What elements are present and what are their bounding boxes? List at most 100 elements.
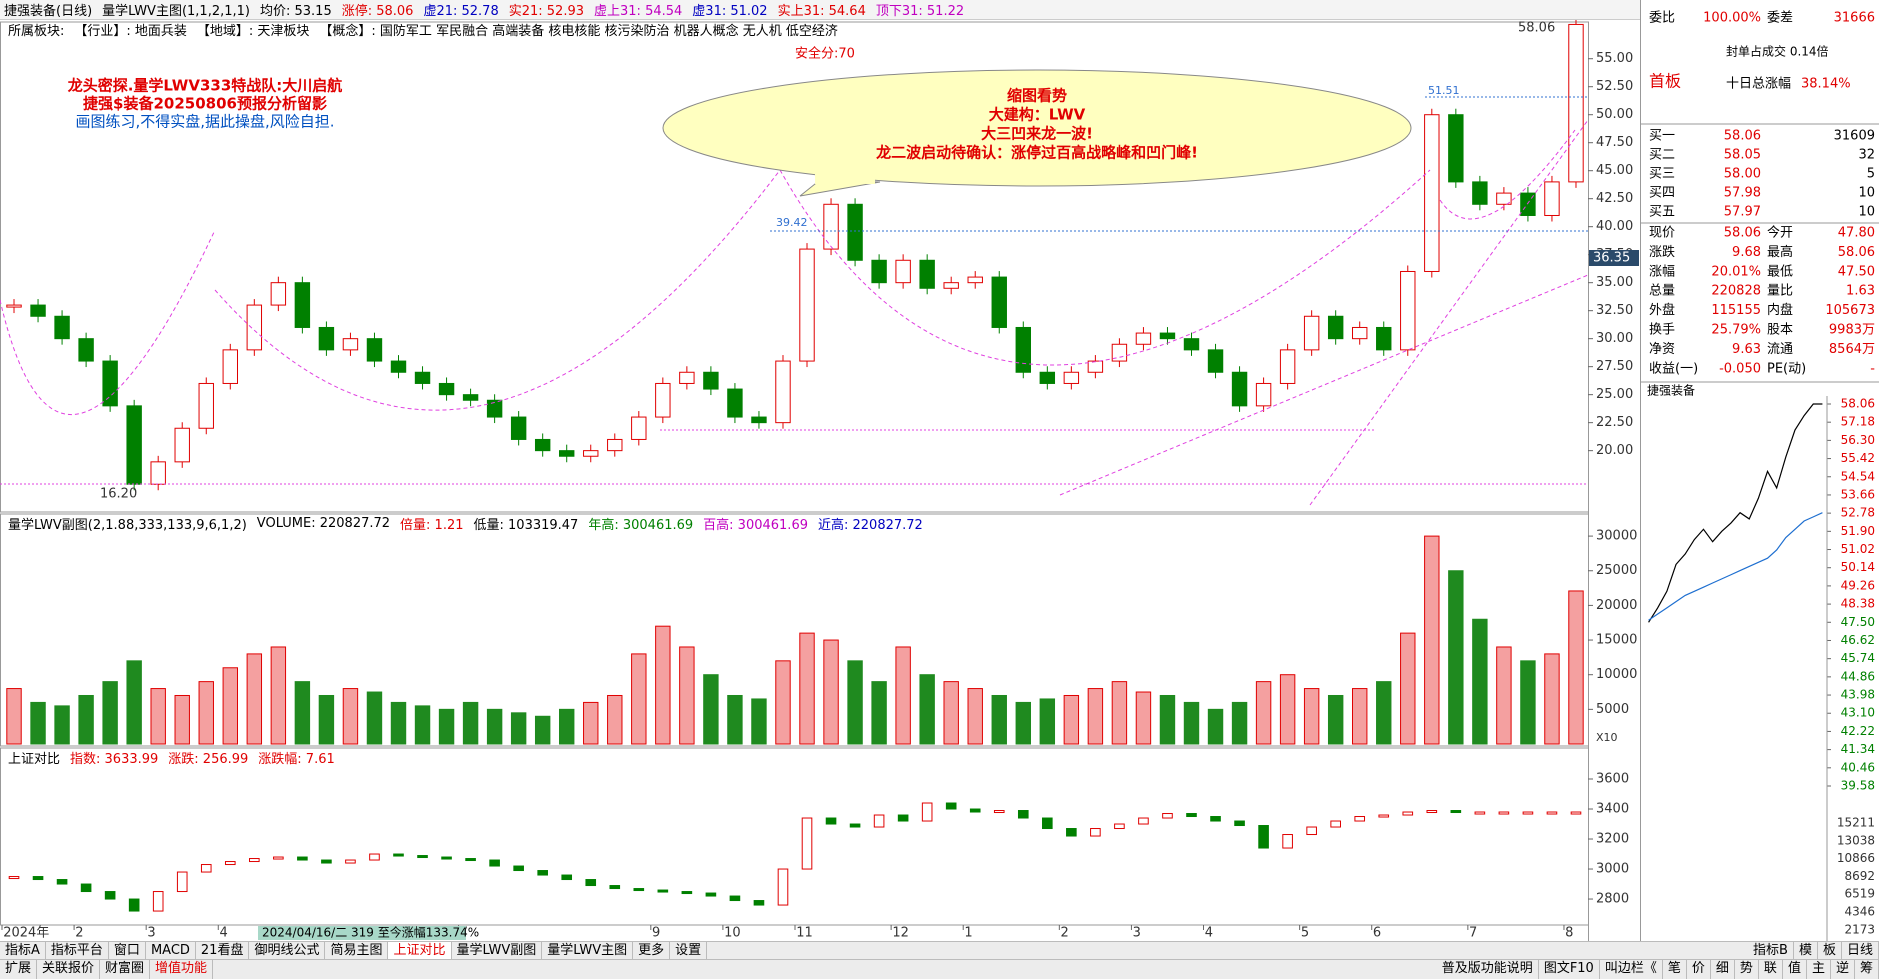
index-candle xyxy=(369,853,380,861)
index-candle xyxy=(705,892,717,897)
volume-bar xyxy=(1448,570,1464,745)
candle xyxy=(6,304,22,308)
price-label: 39.42 xyxy=(776,216,808,229)
volume-bar xyxy=(174,694,190,745)
tab[interactable]: 上证对比 xyxy=(388,942,452,959)
quote-text: 最低 xyxy=(1767,264,1793,279)
volume-bar xyxy=(871,681,887,745)
y-tick-label: 47.50 xyxy=(1596,135,1633,150)
quote-text: 38.14% xyxy=(1801,77,1851,92)
tab[interactable]: 普及版功能说明 xyxy=(1437,960,1539,979)
info-item: 虚上31: 54.54 xyxy=(594,4,683,19)
y-tick-label: 52.50 xyxy=(1596,79,1633,94)
y-tick-label: 40.00 xyxy=(1596,219,1633,234)
quote-text: 13038 xyxy=(1837,833,1875,847)
tab[interactable]: 更多 xyxy=(633,942,671,959)
volume-bar xyxy=(1135,691,1152,745)
guide-arc xyxy=(779,169,1431,366)
quote-text: 43.10 xyxy=(1841,706,1875,720)
info-item: 涨停: 58.06 xyxy=(341,4,414,19)
tab[interactable]: 设置 xyxy=(670,942,708,959)
candle xyxy=(1063,371,1080,384)
guide-line xyxy=(1309,119,1589,506)
index-candle xyxy=(1258,825,1269,849)
sector-bar: 所属板块: 【行业】: 地面兵装 【地域】: 天津板块 【概念】: 国防军工 军民融合… xyxy=(0,20,838,39)
sector-item: 【行业】: 地面兵装 xyxy=(74,23,187,39)
tab[interactable]: 值 xyxy=(1783,960,1807,979)
volume-bar xyxy=(1472,618,1488,745)
tab[interactable]: 逆 xyxy=(1831,960,1855,979)
candle xyxy=(871,259,887,284)
index-candle xyxy=(297,856,308,861)
quote-text: 57.98 xyxy=(1724,186,1761,201)
tab[interactable]: 指标A xyxy=(0,942,46,959)
candle xyxy=(246,304,263,351)
info-bar: 捷强装备(日线) 量学LWV主图(1,1,2,1,1) 均价: 53.15 涨停: 5… xyxy=(0,0,1640,20)
candle xyxy=(799,248,815,362)
quote-text: 买五 xyxy=(1649,205,1675,220)
guide-arc xyxy=(214,169,781,411)
index-candle xyxy=(56,879,68,885)
quote-text: 1.63 xyxy=(1846,284,1875,299)
tab[interactable]: 增值功能 xyxy=(150,960,214,979)
volume-bar xyxy=(1424,535,1440,745)
tab[interactable]: 细 xyxy=(1711,960,1735,979)
quote-panel: 委比 100.00% 委差 31666 封单占成交 0.14倍 首板 十日总涨幅 38.14%… xyxy=(1640,0,1879,941)
tab[interactable]: 扩展 xyxy=(0,960,38,979)
volume-bar xyxy=(895,646,911,745)
index-candle xyxy=(80,883,92,893)
price-box xyxy=(1589,250,1639,266)
quote-text: 换手 xyxy=(1649,323,1675,338)
quote-text: 58.05 xyxy=(1724,148,1761,163)
tab[interactable]: 日线 xyxy=(1842,942,1879,959)
tab[interactable]: 笔 xyxy=(1663,960,1687,979)
sector-item: 【概念】: 国防军工 军民融合 高端装备 核电核能 核污染防治 机器人概念 无人… xyxy=(319,23,838,39)
quote-text: 4346 xyxy=(1844,905,1875,919)
tab[interactable]: 21看盘 xyxy=(196,942,250,959)
tab[interactable]: 窗口 xyxy=(109,942,146,959)
index-candle xyxy=(128,898,140,912)
index-stat: 涨跌幅: 7.61 xyxy=(258,751,335,767)
tab[interactable]: 板 xyxy=(1818,942,1842,959)
index-candle xyxy=(585,879,597,887)
candle xyxy=(462,394,479,401)
volume-bar xyxy=(1352,688,1368,745)
quote-text: -0.050 xyxy=(1719,361,1761,376)
tab[interactable]: 量学LWV主图 xyxy=(542,942,634,959)
tab[interactable]: 主 xyxy=(1807,960,1831,979)
volume-bar xyxy=(1376,681,1392,745)
tab[interactable]: 御明线公式 xyxy=(249,942,326,959)
tab[interactable]: 模 xyxy=(1794,942,1818,959)
tab[interactable]: 财富圈 xyxy=(100,960,151,979)
tab[interactable]: 叫边栏《 xyxy=(1600,960,1663,979)
volume-bar xyxy=(775,660,791,745)
volume-bar xyxy=(222,667,238,745)
tab[interactable]: 量学LWV副图 xyxy=(452,942,543,959)
volume-bar xyxy=(102,681,118,745)
tab[interactable]: MACD xyxy=(146,942,196,959)
volume-bar xyxy=(823,639,839,745)
volume-bar xyxy=(607,694,623,745)
index-candle xyxy=(249,858,260,863)
index-candle xyxy=(921,802,933,822)
index-candle xyxy=(729,895,741,902)
tab[interactable]: 图文F10 xyxy=(1539,960,1600,979)
y-tick-label: 25.00 xyxy=(1596,387,1633,402)
quote-text: 封单占成交 0.14倍 xyxy=(1726,44,1829,59)
tab[interactable]: 简易主图 xyxy=(325,942,389,959)
index-candle xyxy=(321,859,332,864)
tab[interactable]: 势 xyxy=(1735,960,1759,979)
tab[interactable]: 联 xyxy=(1759,960,1783,979)
y-tick-label: 3200 xyxy=(1596,832,1629,847)
index-candle xyxy=(657,889,669,893)
info-item: 虚31: 51.02 xyxy=(692,4,768,19)
tab[interactable]: 价 xyxy=(1687,960,1711,979)
tab[interactable]: 指标平台 xyxy=(46,942,109,959)
index-candle xyxy=(873,814,885,828)
candle xyxy=(1568,23,1584,183)
x-tick-label: 8 xyxy=(1565,926,1573,941)
tab[interactable]: 关联报价 xyxy=(37,960,101,979)
tab[interactable]: 筹 xyxy=(1855,960,1879,979)
tab[interactable]: 指标B xyxy=(1748,942,1794,959)
candle xyxy=(1400,270,1416,351)
